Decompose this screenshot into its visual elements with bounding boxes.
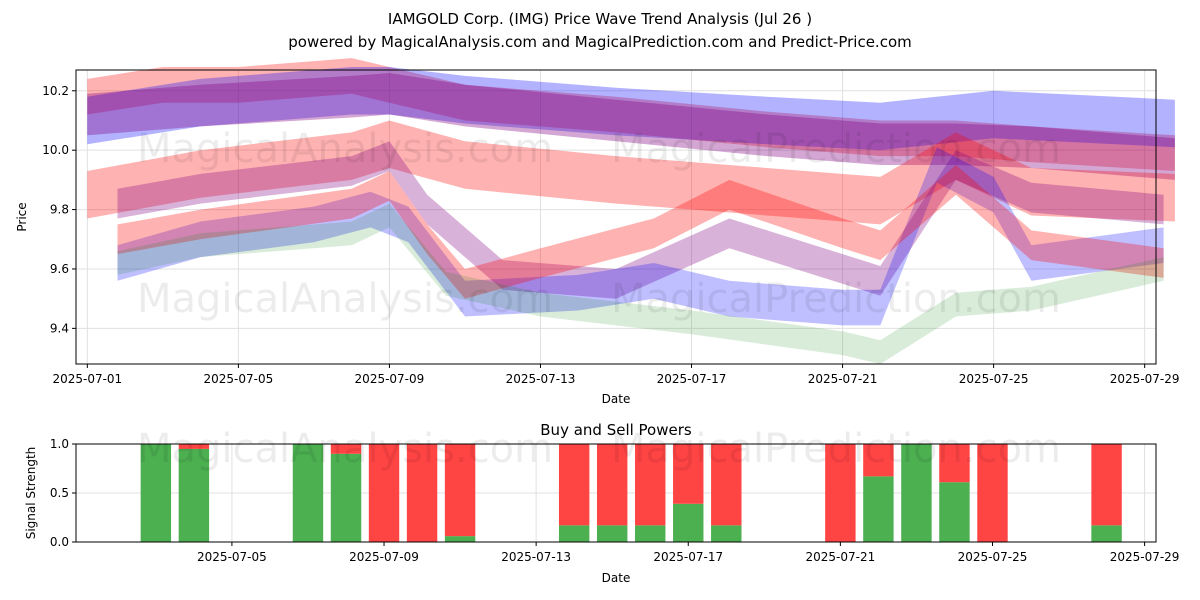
- buy-sell-y-tick-label: 0.5: [50, 486, 69, 500]
- price-y-tick-label: 9.6: [50, 262, 69, 276]
- buy-sell-title: Buy and Sell Powers: [540, 421, 692, 439]
- price-x-tick-label: 2025-07-01: [52, 372, 122, 386]
- price-x-tick-label: 2025-07-25: [959, 372, 1029, 386]
- price-grid: [76, 70, 1156, 364]
- watermark-prediction-top: MagicalPrediction.com: [611, 126, 1061, 172]
- price-bands: [87, 58, 1175, 364]
- sell-bar: [444, 444, 476, 537]
- sell-bar: [1091, 444, 1122, 526]
- band-blue-upper: [87, 67, 1175, 151]
- watermark-analysis-bottom: MagicalAnalysis.com: [137, 426, 553, 472]
- sell-bar: [863, 444, 894, 477]
- sell-bar: [635, 444, 666, 526]
- watermark-analysis-top: MagicalAnalysis.com: [137, 126, 553, 172]
- buy-bar: [635, 525, 666, 542]
- sell-bar: [977, 444, 1008, 542]
- buy-bar: [711, 525, 742, 542]
- buy-sell-y-ticks: 0.0 0.5 1.0: [50, 437, 76, 549]
- buy-sell-chart: Buy and Sell Powers MagicalAnalysis.com …: [24, 421, 1179, 585]
- chart-title: IAMGOLD Corp. (IMG) Price Wave Trend Ana…: [388, 10, 812, 28]
- watermark-analysis-mid: MagicalAnalysis.com: [137, 276, 553, 322]
- buy-sell-x-tick-label: 2025-07-21: [805, 550, 875, 564]
- buy-sell-x-tick-label: 2025-07-25: [958, 550, 1028, 564]
- sell-bar: [330, 444, 362, 454]
- price-y-tick-label: 10.2: [42, 84, 69, 98]
- buy-bar: [140, 444, 172, 542]
- price-plot-frame: [75, 69, 1157, 365]
- price-x-tick-label: 2025-07-05: [204, 372, 274, 386]
- price-plot-area: [76, 70, 1156, 364]
- buy-bar: [292, 444, 324, 542]
- price-wave-chart: MagicalAnalysis.com MagicalPrediction.co…: [15, 58, 1180, 406]
- price-y-tick-label: 9.8: [50, 203, 69, 217]
- sell-bar: [178, 444, 210, 449]
- sell-bar: [596, 444, 628, 526]
- price-x-ticks: 2025-07-01 2025-07-05 2025-07-09 2025-07-13…: [52, 364, 1180, 386]
- price-x-tick-label: 2025-07-21: [808, 372, 878, 386]
- buy-sell-x-label: Date: [602, 571, 631, 585]
- chart-subtitle: powered by MagicalAnalysis.com and Magic…: [288, 33, 912, 51]
- buy-sell-bars: [140, 444, 1122, 542]
- buy-bar: [939, 482, 970, 542]
- sell-bar: [558, 444, 590, 526]
- buy-sell-x-tick-label: 2025-07-13: [501, 550, 571, 564]
- buy-sell-y-tick-label: 1.0: [50, 437, 69, 451]
- buy-bar: [863, 476, 894, 542]
- price-x-tick-label: 2025-07-09: [355, 372, 425, 386]
- band-red-upper: [87, 58, 1175, 171]
- sell-bar: [711, 444, 742, 526]
- watermark-prediction-mid: MagicalPrediction.com: [611, 276, 1061, 322]
- sell-bar: [825, 444, 856, 542]
- price-y-ticks: 9.4 9.6 9.8 10.0 10.2: [42, 84, 76, 335]
- band-purple-middle: [117, 141, 1164, 299]
- buy-bar: [558, 525, 590, 542]
- band-blue-lower: [117, 147, 1164, 326]
- buy-bar: [673, 503, 704, 542]
- band-red-middle: [87, 120, 1175, 225]
- sell-bar: [673, 444, 704, 504]
- price-y-tick-label: 9.4: [50, 321, 69, 335]
- price-y-tick-label: 10.0: [42, 143, 69, 157]
- buy-bar: [178, 448, 210, 542]
- buy-bar: [596, 525, 628, 542]
- price-x-label: Date: [602, 392, 631, 406]
- price-x-tick-label: 2025-07-17: [657, 372, 727, 386]
- buy-bar: [444, 536, 476, 542]
- buy-sell-x-tick-label: 2025-07-09: [349, 550, 419, 564]
- sell-bar: [406, 444, 438, 542]
- price-x-tick-label: 2025-07-29: [1110, 372, 1180, 386]
- price-y-label: Price: [15, 202, 29, 231]
- watermark-prediction-bottom: MagicalPrediction.com: [611, 426, 1061, 472]
- price-x-tick-label: 2025-07-13: [506, 372, 576, 386]
- sell-bar: [939, 444, 970, 483]
- band-purple-upper: [87, 73, 1175, 180]
- sell-bar: [368, 444, 400, 542]
- buy-sell-x-ticks: 2025-07-05 2025-07-09 2025-07-13 2025-07-17…: [197, 542, 1179, 564]
- buy-sell-y-label: Signal Strength: [24, 447, 38, 540]
- buy-sell-y-tick-label: 0.0: [50, 535, 69, 549]
- buy-bar: [330, 453, 362, 542]
- band-red-lower: [117, 165, 1164, 299]
- buy-sell-x-tick-label: 2025-07-17: [653, 550, 723, 564]
- buy-sell-x-tick-label: 2025-07-05: [197, 550, 267, 564]
- buy-bar: [1091, 525, 1122, 542]
- buy-bar: [901, 444, 932, 542]
- buy-sell-x-tick-label: 2025-07-29: [1110, 550, 1180, 564]
